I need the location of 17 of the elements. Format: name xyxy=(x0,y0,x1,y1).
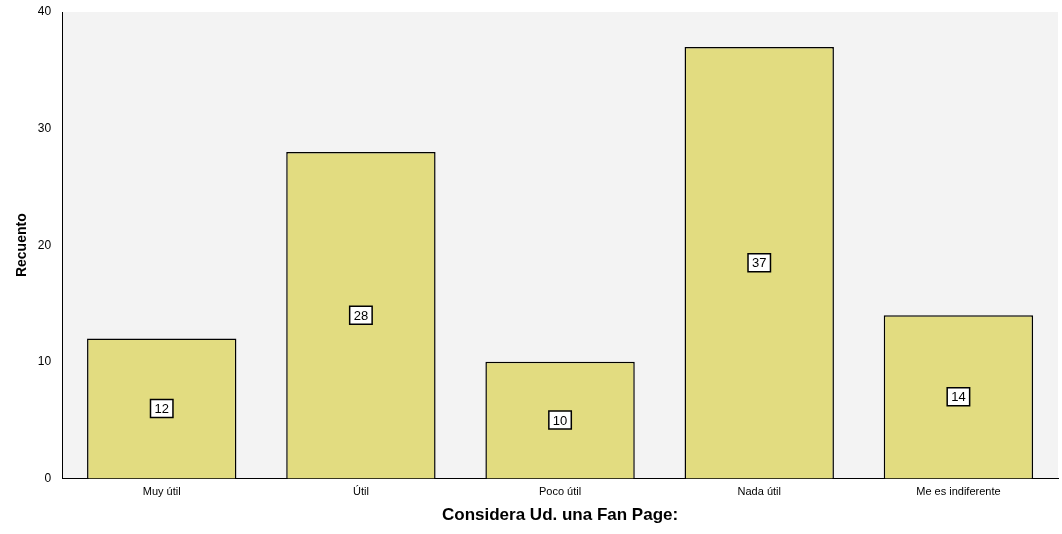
data-label: 12 xyxy=(154,401,169,417)
x-tick-label: Poco útil xyxy=(538,485,582,498)
y-tick-label: 10 xyxy=(37,354,52,369)
x-tick-label: Me es indiferente xyxy=(916,485,1001,498)
y-axis-title: Recuento xyxy=(13,213,30,278)
y-tick-label: 20 xyxy=(37,237,52,252)
x-tick-label: Útil xyxy=(352,485,369,498)
data-label: 37 xyxy=(752,255,767,271)
y-tick-label: 40 xyxy=(37,4,52,19)
x-tick-label: Nada útil xyxy=(737,485,781,498)
x-tick-label: Muy útil xyxy=(142,485,181,498)
x-axis-title: Considera Ud. una Fan Page: xyxy=(442,505,679,525)
data-label: 10 xyxy=(552,412,568,428)
data-label: 28 xyxy=(353,307,369,323)
y-tick-label: 30 xyxy=(37,120,52,135)
data-label: 14 xyxy=(951,389,966,405)
y-tick-label: 0 xyxy=(44,470,52,485)
